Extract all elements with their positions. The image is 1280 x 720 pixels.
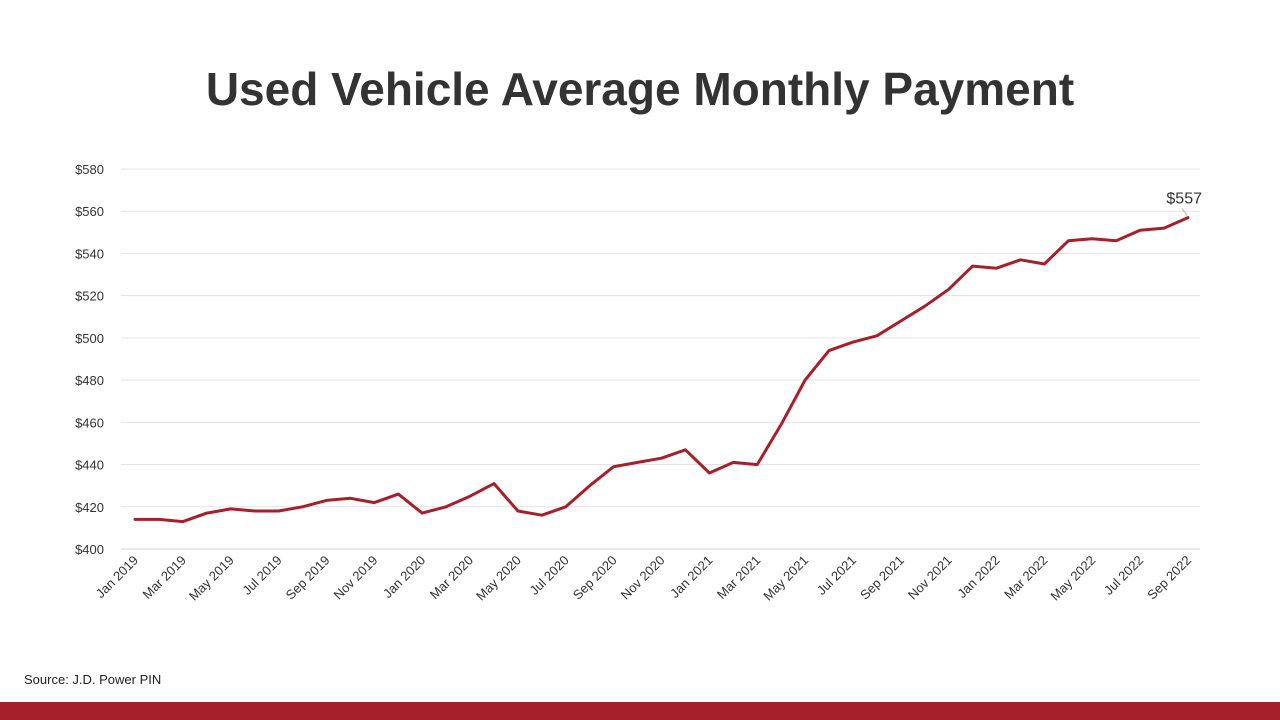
x-tick-label: Jan 2022	[954, 553, 1002, 601]
x-tick-label: Sep 2019	[283, 553, 333, 603]
y-tick-label: $580	[75, 162, 104, 177]
annotations: $557	[1166, 191, 1202, 216]
x-tick-label: Jul 2021	[814, 553, 859, 598]
data-label-leader	[1181, 208, 1188, 216]
y-tick-label: $480	[75, 373, 104, 388]
data-label: $557	[1166, 191, 1202, 208]
x-tick-label: May 2019	[186, 553, 237, 604]
x-tick-label: Jan 2020	[380, 553, 428, 601]
x-tick-label: Jul 2020	[527, 553, 572, 598]
x-tick-label: May 2020	[473, 553, 524, 604]
y-axis-tick-labels: $400 $420 $440 $460 $480 $500 $520 $540 $560 $580	[75, 162, 104, 557]
source-note: Source: J.D. Power PIN	[24, 672, 162, 687]
x-tick-label: Jul 2019	[239, 553, 284, 598]
y-tick-label: $400	[75, 542, 104, 557]
y-tick-label: $540	[75, 246, 104, 261]
chart-title: Used Vehicle Average Monthly Payment	[205, 63, 1075, 115]
x-tick-label: Sep 2022	[1144, 553, 1194, 603]
x-tick-label: Jul 2022	[1101, 553, 1146, 598]
gridlines	[121, 168, 1200, 550]
series-layer	[133, 216, 1190, 524]
y-tick-label: $500	[75, 331, 104, 346]
y-tick-label: $460	[75, 415, 104, 430]
x-tick-label: Nov 2019	[330, 553, 380, 603]
x-tick-label: Mar 2021	[714, 553, 763, 602]
y-tick-label: $440	[75, 458, 104, 473]
x-tick-label: Nov 2020	[618, 553, 668, 603]
x-tick-label: Mar 2022	[1001, 553, 1050, 602]
x-tick-label: Nov 2021	[905, 553, 955, 603]
x-tick-label: May 2022	[1047, 553, 1098, 604]
series-line	[133, 216, 1190, 524]
bottom-accent-bar	[0, 702, 1280, 720]
x-tick-label: May 2021	[760, 553, 811, 604]
x-tick-label: Jan 2019	[93, 553, 141, 601]
y-tick-label: $560	[75, 204, 104, 219]
x-tick-label: Mar 2020	[427, 553, 476, 602]
x-tick-label: Sep 2020	[570, 553, 620, 603]
x-tick-label: Sep 2021	[857, 553, 907, 603]
x-tick-label: Jan 2021	[667, 553, 715, 601]
x-tick-label: Mar 2019	[140, 553, 189, 602]
y-tick-label: $420	[75, 500, 104, 515]
y-tick-label: $520	[75, 289, 104, 304]
